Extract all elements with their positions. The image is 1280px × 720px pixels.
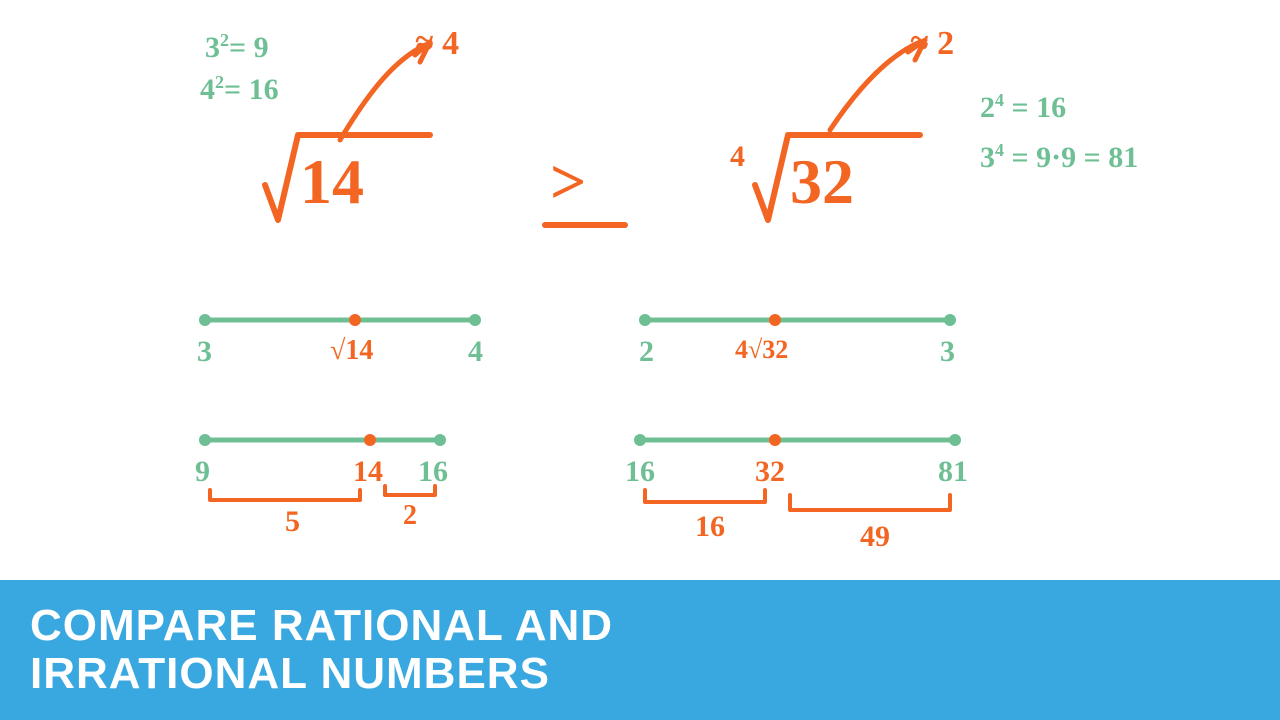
bracket-49 <box>790 495 950 510</box>
note-2to4: 24 = 16 <box>980 90 1066 125</box>
nl1-right: 4 <box>468 335 483 369</box>
numberline-2 <box>639 314 956 326</box>
gt-symbol: > <box>550 145 586 219</box>
radicand-14: 14 <box>300 145 364 219</box>
nl1-mid: √14 <box>330 335 373 367</box>
nl4-mid: 32 <box>755 455 785 489</box>
note-3sq: 32= 9 <box>205 30 269 65</box>
note-3to4: 34 = 9·9 = 81 <box>980 140 1138 175</box>
nl3-diff2: 2 <box>403 500 417 532</box>
approx-2: ≈ 2 <box>910 25 954 63</box>
nl1-left: 3 <box>197 335 212 369</box>
banner-title: COMPARE RATIONAL AND IRRATIONAL NUMBERS <box>30 602 613 699</box>
nl4-diff2: 49 <box>860 520 890 554</box>
nl2-mid: 4√32 <box>735 335 788 365</box>
arrow-to-approx4 <box>340 45 425 140</box>
numberline-1 <box>199 314 481 326</box>
nl3-left: 9 <box>195 455 210 489</box>
approx-4: ≈ 4 <box>415 25 459 63</box>
title-banner: COMPARE RATIONAL AND IRRATIONAL NUMBERS <box>0 580 1280 720</box>
bracket-5 <box>210 490 360 500</box>
bracket-16 <box>645 490 765 502</box>
nl4-right: 81 <box>938 455 968 489</box>
nl2-right: 3 <box>940 335 955 369</box>
nl4-left: 16 <box>625 455 655 489</box>
nl3-diff1: 5 <box>285 505 300 539</box>
nl3-right: 16 <box>418 455 448 489</box>
root-index-4: 4 <box>730 140 745 174</box>
numberline-3 <box>199 434 446 446</box>
nl3-mid: 14 <box>353 455 383 489</box>
arrow-to-approx2 <box>830 42 920 130</box>
banner-line1: COMPARE RATIONAL AND <box>30 601 613 650</box>
numberline-4 <box>634 434 961 446</box>
radicand-32: 32 <box>790 145 854 219</box>
note-4sq: 42= 16 <box>200 72 279 107</box>
banner-line2: IRRATIONAL NUMBERS <box>30 649 550 698</box>
nl4-diff1: 16 <box>695 510 725 544</box>
nl2-left: 2 <box>639 335 654 369</box>
